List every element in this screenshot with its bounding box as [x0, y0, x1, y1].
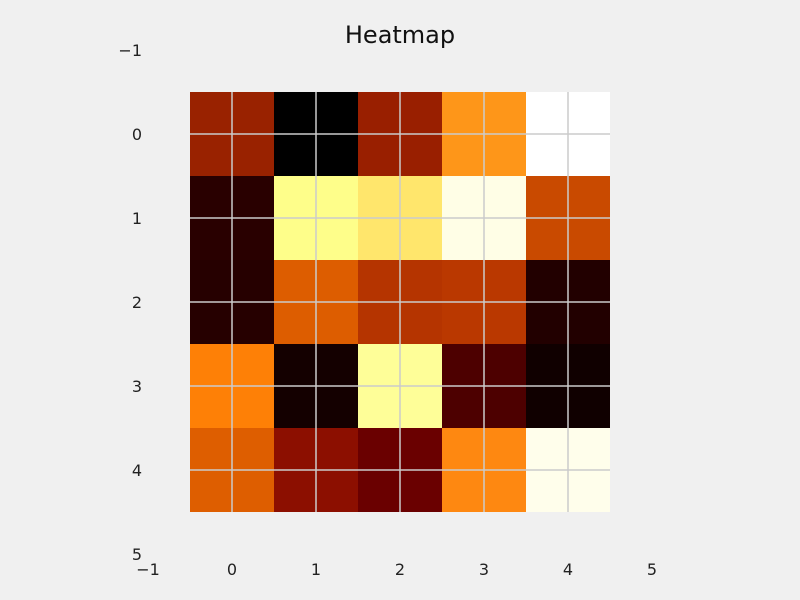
- x-tick-label: 4: [563, 560, 573, 579]
- x-tick-label: 0: [227, 560, 237, 579]
- chart-title: Heatmap: [345, 21, 455, 49]
- y-tick-label: −1: [118, 41, 142, 60]
- y-tick-label: 0: [132, 125, 142, 144]
- y-tick-label: 2: [132, 293, 142, 312]
- x-tick-label: 5: [647, 560, 657, 579]
- x-axis-ticks: −1 0 1 2 3 4 5: [136, 560, 657, 579]
- x-tick-label: 2: [395, 560, 405, 579]
- y-tick-label: 1: [132, 209, 142, 228]
- x-tick-label: −1: [136, 560, 160, 579]
- x-tick-label: 1: [311, 560, 321, 579]
- y-tick-label: 3: [132, 377, 142, 396]
- y-axis-ticks: −1 0 1 2 3 4 5: [118, 41, 142, 564]
- grid-lines: [190, 92, 610, 512]
- y-tick-label: 4: [132, 461, 142, 480]
- x-tick-label: 3: [479, 560, 489, 579]
- y-tick-label: 5: [132, 545, 142, 564]
